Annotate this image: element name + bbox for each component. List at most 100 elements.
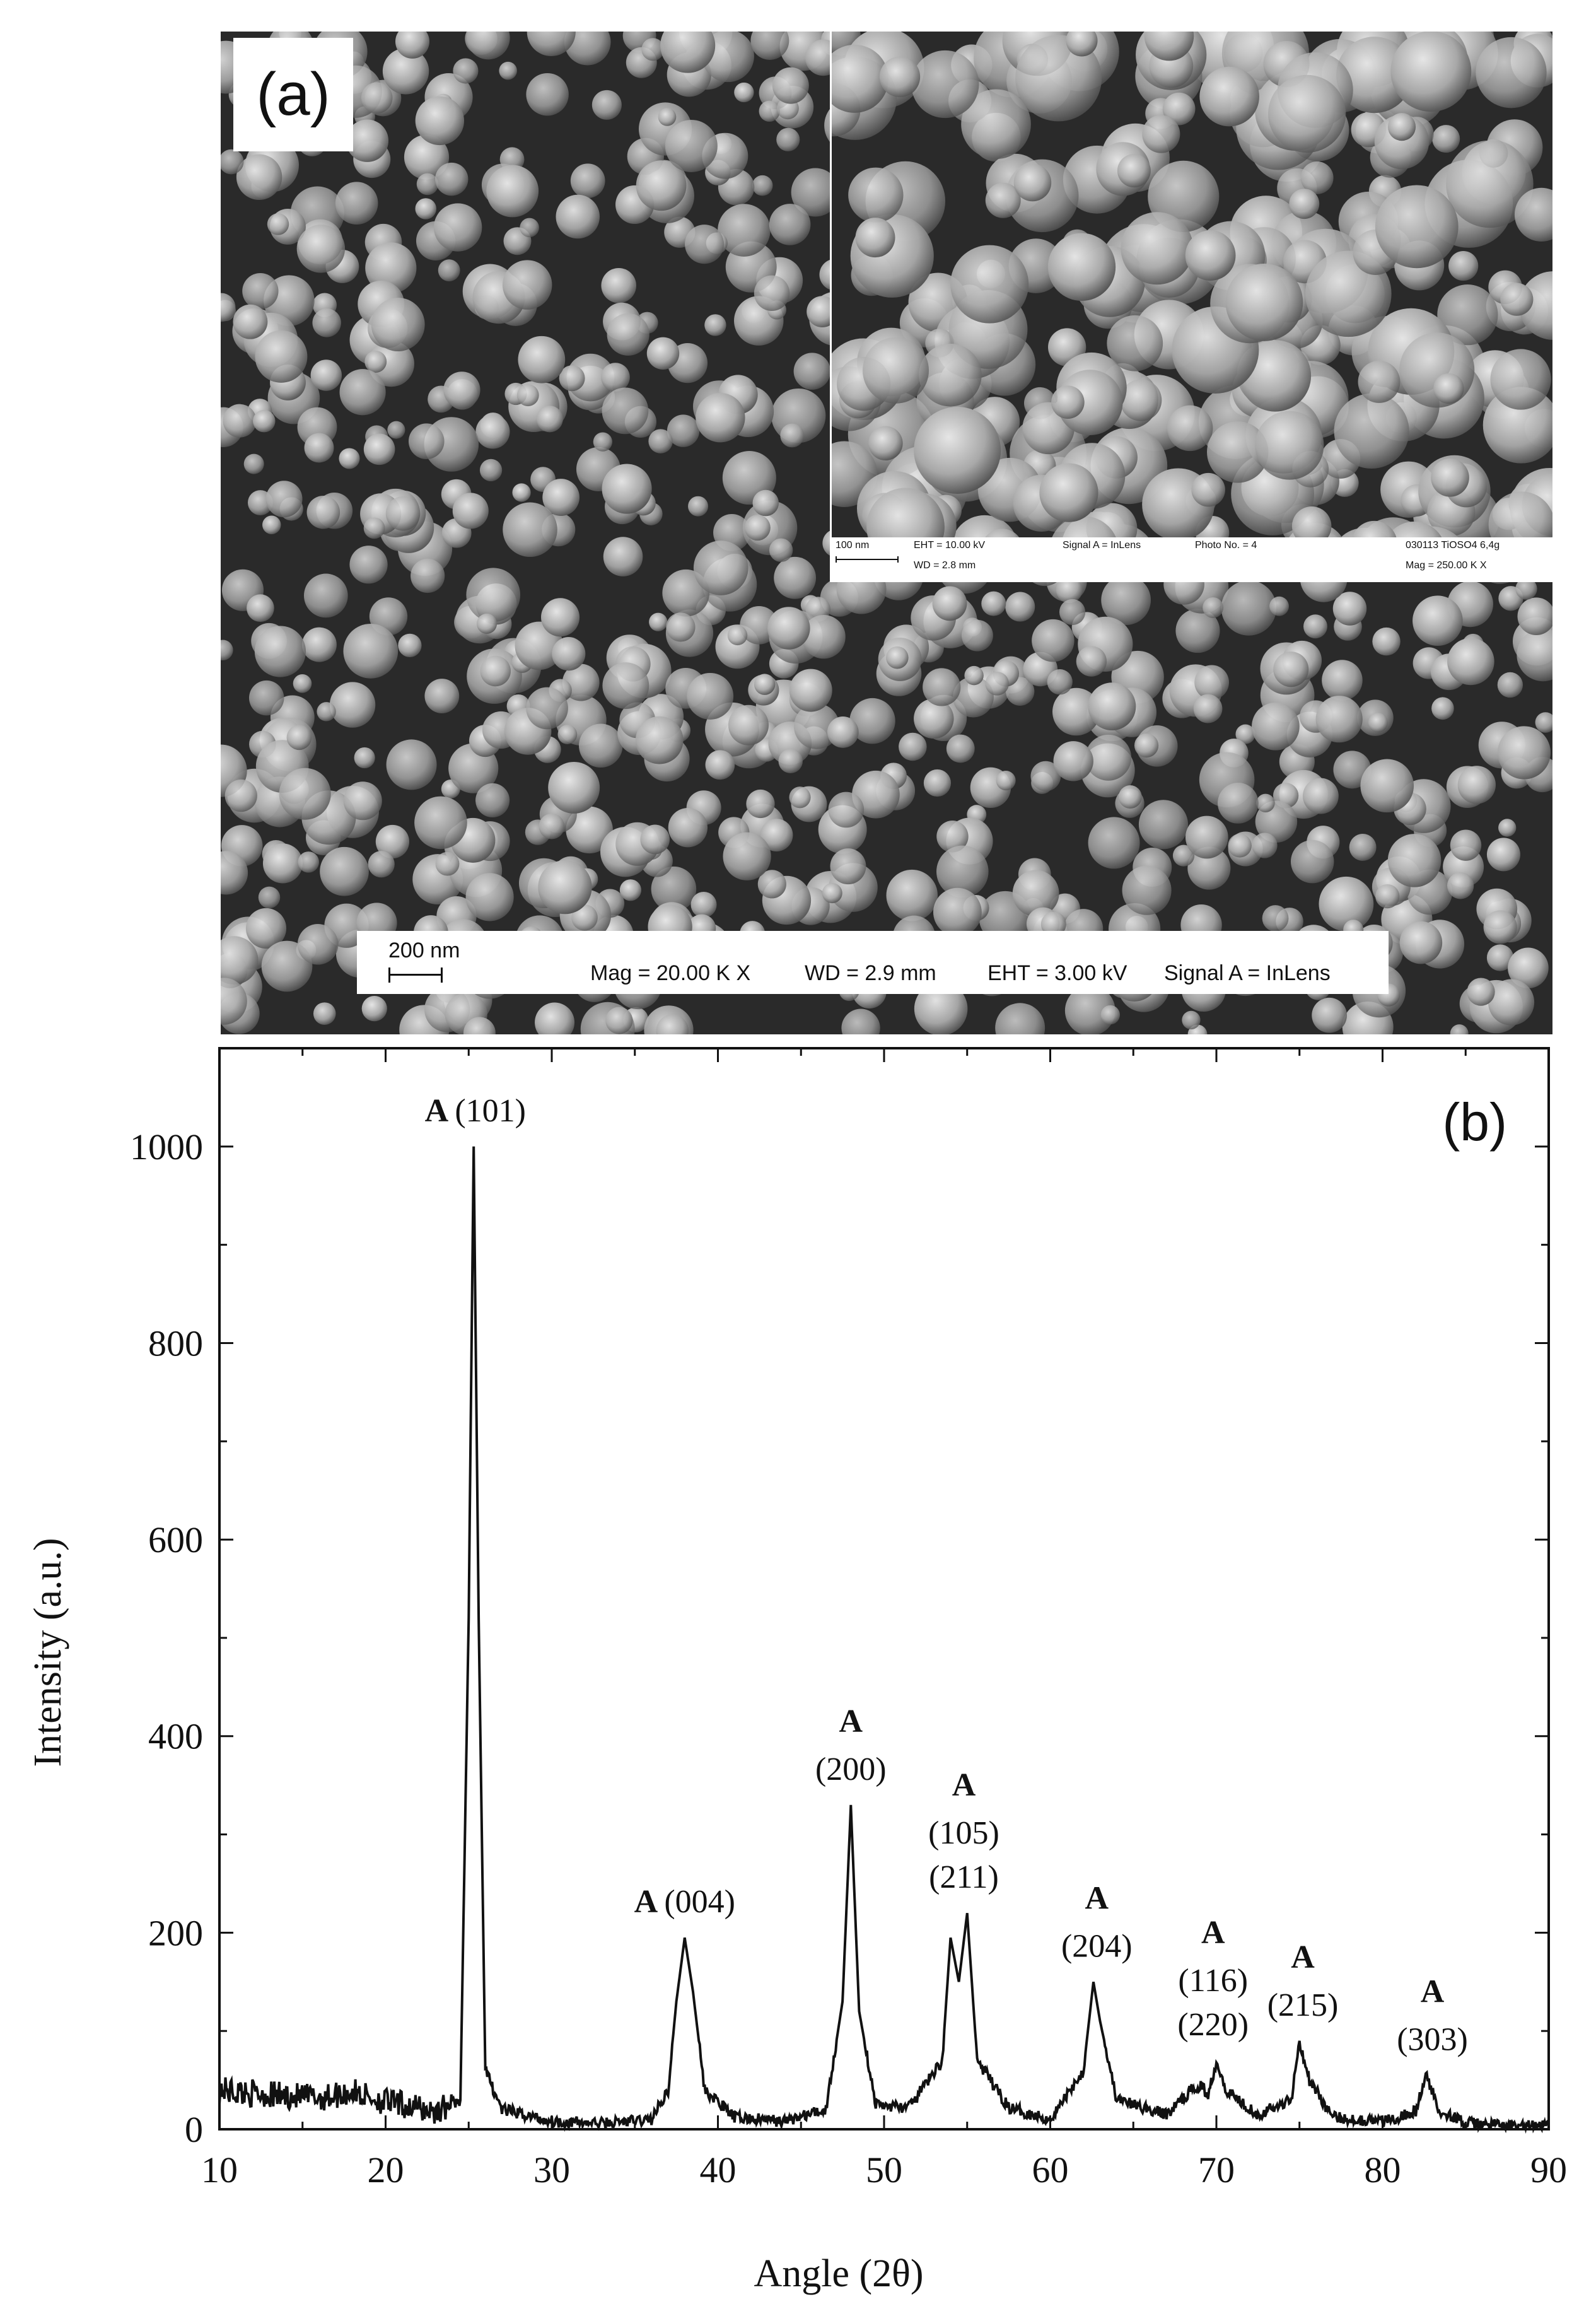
sem-particle: [349, 546, 388, 584]
sem-particle: [953, 676, 994, 718]
sem-particle: [242, 272, 279, 310]
sem-particle: [293, 674, 312, 693]
sem-particle: [923, 668, 961, 706]
sem-particle: [651, 866, 697, 912]
sem-particle: [688, 496, 709, 517]
sem-particle: [767, 607, 810, 650]
sem-particle: [438, 259, 460, 282]
sem-particle: [364, 351, 387, 373]
sem-particle: [936, 821, 969, 853]
peak-phase-label: A: [1201, 1915, 1225, 1951]
sem-particle: [335, 182, 378, 225]
sem-particle: [279, 768, 331, 820]
peak-hkl-label: (220): [1177, 2007, 1249, 2043]
peak-phase-label: A: [1291, 1939, 1315, 1975]
sem-particle: [774, 556, 817, 599]
sem-particle: [329, 682, 376, 728]
sem-particle: [1107, 315, 1163, 371]
sem-particle: [1015, 35, 1102, 122]
sem-particle: [395, 32, 429, 59]
sem-particle: [1432, 125, 1460, 153]
y-tick-labels: 0 200 400 600 800 1000: [130, 1126, 203, 2150]
sem-particle: [985, 182, 1021, 218]
peak-hkl-label: (200): [815, 1751, 887, 1787]
sem-particle: [1047, 669, 1073, 695]
sem-particle: [398, 633, 422, 658]
inset-mag: Mag = 250.00 K X: [1406, 560, 1487, 571]
sem-particle: [1032, 619, 1075, 662]
sem-particle: [502, 260, 552, 310]
sem-particle: [452, 493, 489, 529]
sem-particle: [964, 665, 984, 686]
sem-particle: [1387, 834, 1442, 887]
sem-particle: [1051, 385, 1085, 419]
sem-particle: [1187, 846, 1231, 890]
sem-particle: [776, 127, 800, 151]
sem-particle: [769, 204, 811, 245]
sem-particle: [1447, 872, 1474, 899]
sem-particle: [1030, 761, 1061, 792]
sem-particle: [221, 851, 248, 895]
sem-particle: [368, 851, 395, 878]
sem-particle: [1185, 230, 1236, 281]
sem-particle: [830, 848, 866, 885]
x-tick-label: 50: [866, 2149, 902, 2190]
y-tick-label: 600: [148, 1519, 203, 1560]
sem-particle: [363, 517, 385, 539]
sem-particle: [801, 615, 846, 659]
peak-phase-label: A: [1421, 1973, 1445, 2009]
sem-particle: [1303, 614, 1327, 639]
y-tick-label: 1000: [130, 1126, 203, 1167]
sem-particle: [855, 218, 895, 258]
peak-phase-label: A: [839, 1704, 863, 1739]
sem-particle: [1122, 865, 1172, 915]
sem-particle: [1066, 32, 1098, 57]
sem-particle: [635, 716, 684, 764]
sem-particle: [297, 923, 339, 965]
sem-particle: [607, 313, 649, 356]
inset-particle-texture: [832, 32, 1552, 580]
x-tick-label: 60: [1032, 2149, 1069, 2190]
main-scale-label: 200 nm: [388, 938, 460, 962]
sem-particle: [1256, 793, 1275, 812]
sem-particle: [752, 175, 773, 196]
sem-particle: [1399, 921, 1443, 964]
sem-particle: [1235, 724, 1255, 744]
sem-particle: [656, 1014, 689, 1034]
sem-particle: [744, 515, 771, 541]
y-tick-label: 0: [185, 2109, 203, 2150]
sem-particle: [1047, 233, 1116, 301]
sem-particle: [658, 108, 677, 126]
sem-particle: [863, 337, 929, 404]
sem-particle: [750, 32, 789, 60]
sem-particle: [566, 806, 613, 854]
sem-particle: [312, 308, 341, 337]
sem-particle: [262, 843, 303, 884]
sem-particle: [760, 819, 793, 852]
sem-particle: [1225, 264, 1303, 341]
peak-hkl-label: (303): [1397, 2021, 1468, 2057]
sem-particle: [535, 1002, 575, 1034]
sem-particle: [789, 669, 832, 712]
sem-particle: [602, 387, 649, 435]
sem-particle: [1056, 576, 1083, 604]
sem-particle: [375, 824, 410, 859]
sem-particle: [559, 365, 585, 392]
sem-particle: [339, 448, 360, 469]
sem-particle: [1450, 1024, 1469, 1034]
sem-particle: [914, 407, 1001, 494]
sem-particle: [886, 646, 909, 669]
sem-particle: [1289, 189, 1320, 219]
sem-particle: [317, 702, 336, 722]
sem-particle: [827, 716, 859, 748]
sem-particle: [981, 591, 1006, 616]
sem-particle: [526, 687, 568, 730]
x-tick-label: 10: [201, 2149, 238, 2190]
sem-particle: [1005, 592, 1035, 622]
sem-particle: [852, 770, 900, 819]
sem-particle: [1446, 140, 1534, 228]
sem-particle: [411, 558, 445, 593]
sem-particle: [649, 612, 668, 631]
sem-particle: [570, 163, 605, 199]
sem-particle: [296, 225, 346, 273]
